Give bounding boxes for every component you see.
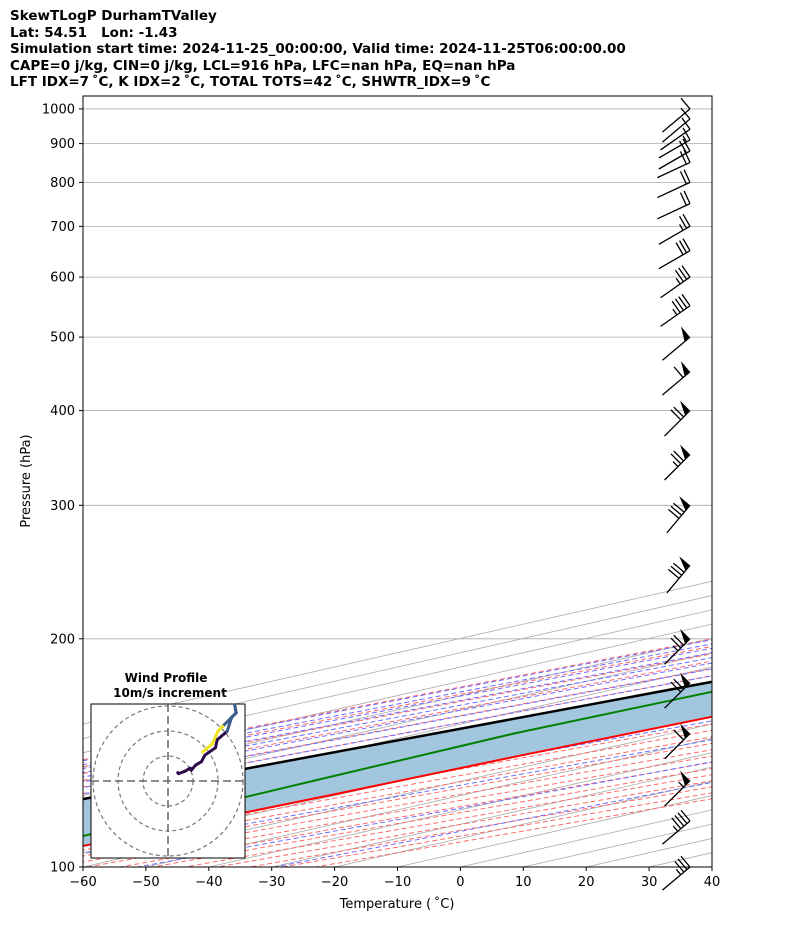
wind-barb	[658, 213, 691, 245]
hodograph-segment	[203, 746, 217, 757]
index-line: LFT IDX=7 ˚C, K IDX=2 ˚C, TOTAL TOTS=42 …	[10, 74, 491, 90]
x-tick-label: 10	[515, 875, 532, 890]
y-tick-label: 500	[50, 331, 75, 346]
wind-barb	[658, 238, 691, 270]
hodograph-segment	[232, 704, 238, 715]
y-tick-label: 800	[50, 176, 75, 191]
wind-barb	[664, 628, 691, 665]
hodograph-segment	[215, 729, 229, 742]
x-tick-label: 40	[704, 875, 721, 890]
y-tick-label: 900	[50, 137, 75, 152]
wind-barbs	[657, 97, 691, 891]
wind-barb	[662, 361, 691, 396]
x-tick-label: −50	[132, 875, 159, 890]
location-line: Lat: 54.51 Lon: -1.43	[10, 24, 178, 41]
wind-barb	[664, 444, 691, 481]
x-tick-label: −10	[384, 875, 411, 890]
wind-barb	[666, 496, 691, 534]
isotherm-line	[83, 666, 712, 811]
wind-barb	[657, 149, 691, 179]
wind-barb	[660, 293, 691, 327]
isotherm-line	[83, 723, 712, 867]
isotherm-line	[775, 96, 794, 867]
wind-barb	[657, 169, 691, 199]
x-tick-label: −40	[195, 875, 222, 890]
time-line: Simulation start time: 2024-11-25_00:00:…	[10, 41, 626, 57]
wind-barb	[662, 326, 691, 361]
x-tick-label: −20	[321, 875, 348, 890]
wind-barb	[666, 556, 691, 594]
hodograph-subtitle: 10m/s increment	[113, 686, 227, 700]
wind-barb	[662, 809, 691, 845]
wind-barb	[664, 672, 691, 709]
wind-barb	[657, 190, 691, 220]
y-axis-label: Pressure (hPa)	[19, 434, 34, 527]
y-tick-label: 200	[50, 632, 75, 647]
hodograph-inset: Wind Profile 10m/s increment	[90, 671, 246, 859]
x-tick-label: −60	[69, 875, 96, 890]
hodograph-title: Wind Profile	[125, 671, 208, 685]
y-axis: 100 200 300 400 500 600 700 800 900 1000	[42, 102, 83, 876]
y-tick-label: 100	[50, 861, 75, 876]
wind-barb	[664, 723, 691, 760]
isotherm-line	[83, 652, 712, 796]
x-tick-label: −30	[258, 875, 285, 890]
hodograph-segment	[200, 742, 214, 754]
y-tick-label: 400	[50, 404, 75, 419]
wind-barb	[664, 770, 691, 807]
x-tick-label: 20	[578, 875, 595, 890]
y-tick-label: 300	[50, 499, 75, 514]
hodograph-segment	[221, 715, 234, 728]
x-axis-label: Temperature ( ˚C)	[339, 896, 455, 912]
x-tick-label: 30	[641, 875, 658, 890]
x-axis: −60 −50 −40 −30 −20 −10 0 10 20 30 40	[69, 867, 720, 890]
isotherm-line	[711, 866, 712, 867]
stability-line: CAPE=0 j/kg, CIN=0 j/kg, LCL=916 hPa, LF…	[10, 57, 516, 74]
chart-header: SkewTLogP DurhamTValley Lat: 54.51 Lon: …	[10, 8, 626, 91]
chart-title: SkewTLogP DurhamTValley	[10, 8, 217, 24]
wind-barb	[664, 400, 691, 437]
isobar-gridlines	[83, 108, 712, 867]
x-tick-label: 0	[456, 875, 464, 890]
y-tick-label: 700	[50, 220, 75, 235]
wind-barb	[660, 265, 691, 299]
y-tick-label: 600	[50, 271, 75, 286]
hodograph-segment	[210, 729, 220, 746]
isotherm-line	[83, 638, 712, 782]
y-tick-label: 1000	[42, 102, 75, 117]
